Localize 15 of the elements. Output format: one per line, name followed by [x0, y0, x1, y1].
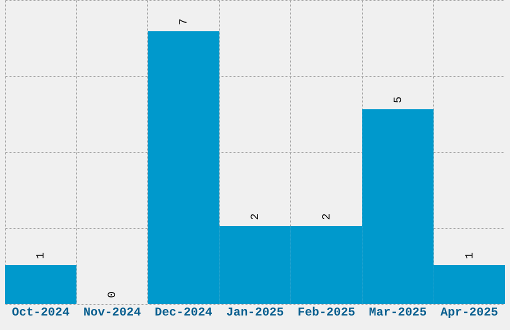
- data-label: 1: [464, 252, 476, 260]
- x-tick-label: Apr-2025: [440, 306, 498, 320]
- x-tick-label: Mar-2025: [369, 306, 427, 320]
- x-tick-label: Nov-2024: [83, 306, 141, 320]
- data-label: 2: [250, 213, 262, 220]
- data-label: 1: [36, 252, 48, 260]
- x-tick-label: Oct-2024: [12, 306, 70, 320]
- bar: [5, 265, 76, 304]
- x-tick-label: Dec-2024: [154, 306, 212, 320]
- data-label: 5: [392, 96, 405, 104]
- data-label: 2: [321, 213, 334, 220]
- x-tick-label: Feb-2025: [298, 306, 356, 320]
- data-label: 0: [107, 291, 120, 298]
- x-tick-label: Jan-2025: [226, 306, 284, 320]
- data-label: 7: [178, 18, 191, 26]
